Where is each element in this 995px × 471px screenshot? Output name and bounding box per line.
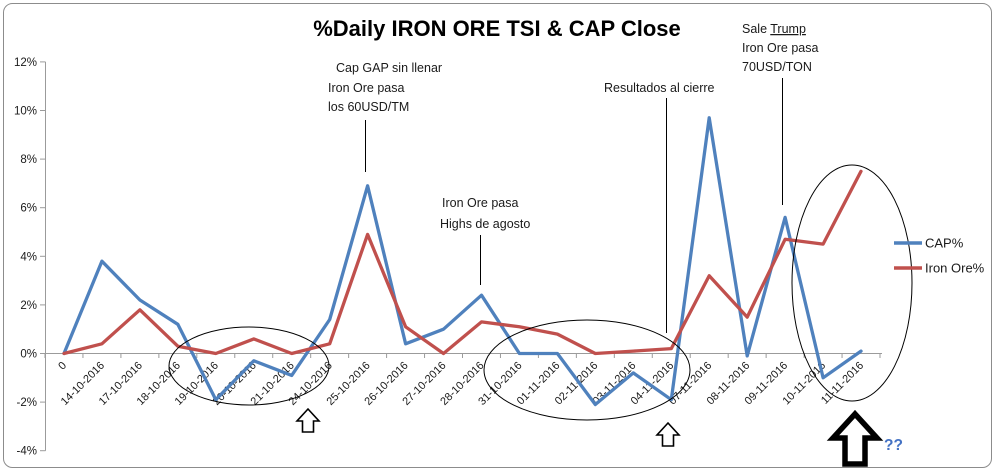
y-tick-label: 6% [20,203,37,215]
annotation-text-underlined: Trump [770,22,806,36]
iron-ore-series-line [62,169,863,356]
annotation-cap-gap-sin-llenar: Cap GAP sin llenar Iron Ore pasa los 60USD… [328,61,442,172]
annotation-text-line: 70USD/TON [742,60,812,74]
annotation-text-segment: los 60USD/TM [328,100,409,114]
y-tick-label: 10% [14,106,37,118]
annotations: Cap GAP sin llenar Iron Ore pasa los 60USD… [328,22,818,333]
annotation-text-segment: Iron Ore pasa [328,81,404,95]
annotation-text-segment: Iron Ore pasa [742,41,818,55]
annotation-text-segment: 70USD/TON [742,60,812,74]
circle-highlight-oct-dip [168,326,330,406]
small-up-arrow-2 [655,421,681,447]
y-tick-label: -4% [17,446,37,458]
big-up-arrow [826,409,884,467]
legend-label-cap: CAP% [925,236,964,251]
annotation-text-segment: Cap GAP sin llenar [336,61,442,75]
question-marks: ?? [884,437,903,454]
y-tick-label: -2% [17,397,37,409]
legend-label-iron-ore: Iron Ore% [925,261,985,276]
annotation-text-line: Iron Ore pasa [442,196,518,210]
y-tick-label: 8% [20,154,37,166]
annotation-text-segment: Highs de agosto [440,217,530,231]
annotation-text-line: Cap GAP sin llenar [336,61,442,75]
cap-series-line [62,116,863,407]
legend-item-cap: CAP% [894,236,964,251]
legend: CAP% Iron Ore% [894,236,985,276]
arrow-markers [295,407,884,467]
annotation-text-line: Iron Ore pasa [328,81,404,95]
annotation-text-line: Resultados al cierre [604,81,715,95]
annotation-text-line: Sale Trump [742,22,806,36]
annotation-resultados-al-cierre: Resultados al cierre [604,81,715,333]
y-tick-label: 0% [20,349,37,361]
y-tick-label: 12% [14,57,37,69]
annotation-text-line: Highs de agosto [440,217,530,231]
legend-item-iron-ore: Iron Ore% [894,261,985,276]
annotation-sale-trump: Sale Trump Iron Ore pasa 70USD/TON [742,22,818,205]
small-up-arrow-1 [295,407,321,433]
y-tick-label: 2% [20,300,37,312]
annotation-iron-ore-highs-agosto: Iron Ore pasa Highs de agosto [440,196,530,285]
annotation-text-segment: Resultados al cierre [604,81,715,95]
annotation-text-line: los 60USD/TM [328,100,409,114]
y-tick-label: 4% [20,251,37,263]
series-lines [62,116,863,407]
highlight-ellipses [168,164,913,421]
chart-frame [3,3,992,468]
axes: 12%10%8%6%4%2%0%-2%-4%014-10-201617-10-2… [14,57,882,458]
annotation-text-segment: Sale [742,22,770,36]
circle-highlight-divergence [791,164,913,402]
circle-highlight-nov-dip [483,319,691,421]
x-tick-label: 0 [56,360,69,373]
annotation-text-line: Iron Ore pasa [742,41,818,55]
annotation-text-segment: Iron Ore pasa [442,196,518,210]
chart-title: %Daily IRON ORE TSI & CAP Close [313,16,681,41]
